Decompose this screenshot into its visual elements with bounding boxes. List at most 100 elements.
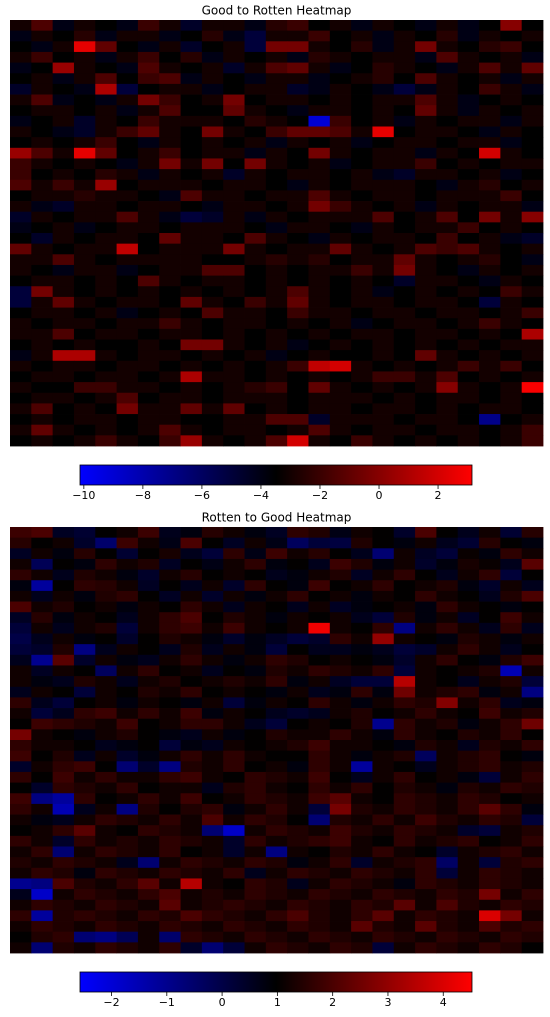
heatmap-cell xyxy=(308,20,331,32)
heatmap-cell xyxy=(479,190,501,202)
heatmap-cell xyxy=(73,126,96,138)
heatmap-cell xyxy=(265,782,288,794)
heatmap-cell xyxy=(180,537,203,549)
heatmap-cell xyxy=(10,931,32,943)
heatmap-cell xyxy=(436,537,459,549)
heatmap-cell xyxy=(31,73,54,85)
heatmap-cell xyxy=(73,878,96,890)
heatmap-cell xyxy=(159,548,181,560)
heatmap-cell xyxy=(265,264,288,276)
heatmap-cell xyxy=(393,718,416,730)
heatmap-cell xyxy=(372,275,395,287)
heatmap-cell xyxy=(73,264,96,276)
colorbar-tick-label: 2 xyxy=(435,489,442,502)
heatmap-cell xyxy=(329,403,352,415)
heatmap-cell xyxy=(393,612,416,624)
heatmap-cell xyxy=(265,569,288,581)
heatmap-cell xyxy=(52,782,75,794)
heatmap-cell xyxy=(265,360,288,372)
heatmap-cell xyxy=(73,708,96,720)
heatmap-cell xyxy=(95,580,117,592)
heatmap-cell xyxy=(201,264,224,276)
heatmap-cell xyxy=(95,30,117,42)
heatmap-cell xyxy=(436,147,459,159)
heatmap-cell xyxy=(500,527,523,539)
heatmap-cell xyxy=(500,137,523,149)
heatmap-cell xyxy=(415,307,437,319)
heatmap-cell xyxy=(393,654,416,666)
heatmap-cell xyxy=(500,41,523,53)
heatmap-cell xyxy=(500,94,523,106)
heatmap-cell xyxy=(265,371,288,383)
heatmap-cell xyxy=(201,761,224,773)
heatmap-cell xyxy=(137,644,160,656)
heatmap-cell xyxy=(159,286,181,298)
heatmap-cell xyxy=(10,233,32,245)
heatmap-cell xyxy=(265,825,288,837)
heatmap-cell xyxy=(436,435,459,447)
heatmap-cell xyxy=(265,286,288,298)
heatmap-cell xyxy=(180,62,203,74)
heatmap-cell xyxy=(95,126,117,138)
heatmap-cell xyxy=(10,740,32,752)
heatmap-cell xyxy=(265,558,288,570)
heatmap-cell xyxy=(287,339,309,351)
heatmap-cell xyxy=(457,51,480,63)
heatmap-cell xyxy=(265,942,288,954)
heatmap-cell xyxy=(500,580,523,592)
heatmap-cell xyxy=(287,233,309,245)
heatmap-cell xyxy=(372,665,395,677)
heatmap-cell xyxy=(351,590,373,602)
heatmap-cell xyxy=(31,548,54,560)
heatmap-cell xyxy=(201,243,224,255)
colorbar-tick-label: −10 xyxy=(72,489,95,502)
heatmap-cell xyxy=(436,622,459,634)
heatmap-cell xyxy=(180,676,203,688)
heatmap-cell xyxy=(351,62,373,74)
heatmap-cell xyxy=(479,761,501,773)
heatmap-cell xyxy=(308,328,331,340)
heatmap-cell xyxy=(308,382,331,394)
heatmap-cell xyxy=(31,814,54,826)
heatmap-cell xyxy=(500,307,523,319)
heatmap-cell xyxy=(415,233,437,245)
heatmap-cell xyxy=(479,115,501,127)
heatmap-cell xyxy=(244,750,267,762)
heatmap-cell xyxy=(521,622,544,634)
heatmap-cell xyxy=(244,424,267,436)
heatmap-cell xyxy=(201,644,224,656)
heatmap-cell xyxy=(180,931,203,943)
heatmap-cell xyxy=(329,243,352,255)
heatmap-cell xyxy=(137,899,160,911)
heatmap-cell xyxy=(52,878,75,890)
heatmap-cell xyxy=(479,41,501,53)
heatmap-cell xyxy=(351,147,373,159)
heatmap-cell xyxy=(180,147,203,159)
heatmap-cell xyxy=(52,339,75,351)
heatmap-cell xyxy=(244,350,267,362)
heatmap-cell xyxy=(436,931,459,943)
heatmap-cell xyxy=(393,339,416,351)
heatmap-cell xyxy=(73,857,96,869)
colorbar-tick-label: −2 xyxy=(312,489,328,502)
heatmap-cell xyxy=(415,686,437,698)
heatmap-cell xyxy=(201,697,224,709)
heatmap-cell xyxy=(73,537,96,549)
heatmap-cell xyxy=(308,590,331,602)
heatmap-cell xyxy=(308,782,331,794)
heatmap-cell xyxy=(201,825,224,837)
heatmap-cell xyxy=(436,51,459,63)
heatmap-cell xyxy=(265,654,288,666)
heatmap-cell xyxy=(415,296,437,308)
heatmap-cell xyxy=(329,771,352,783)
heatmap-cell xyxy=(329,20,352,32)
heatmap-cell xyxy=(500,942,523,954)
heatmap-cell xyxy=(521,339,544,351)
heatmap-cell xyxy=(180,835,203,847)
heatmap-cell xyxy=(137,708,160,720)
heatmap-cell xyxy=(415,558,437,570)
heatmap-cell xyxy=(201,360,224,372)
heatmap-cell xyxy=(351,835,373,847)
heatmap-cell xyxy=(372,857,395,869)
heatmap-cell xyxy=(436,243,459,255)
